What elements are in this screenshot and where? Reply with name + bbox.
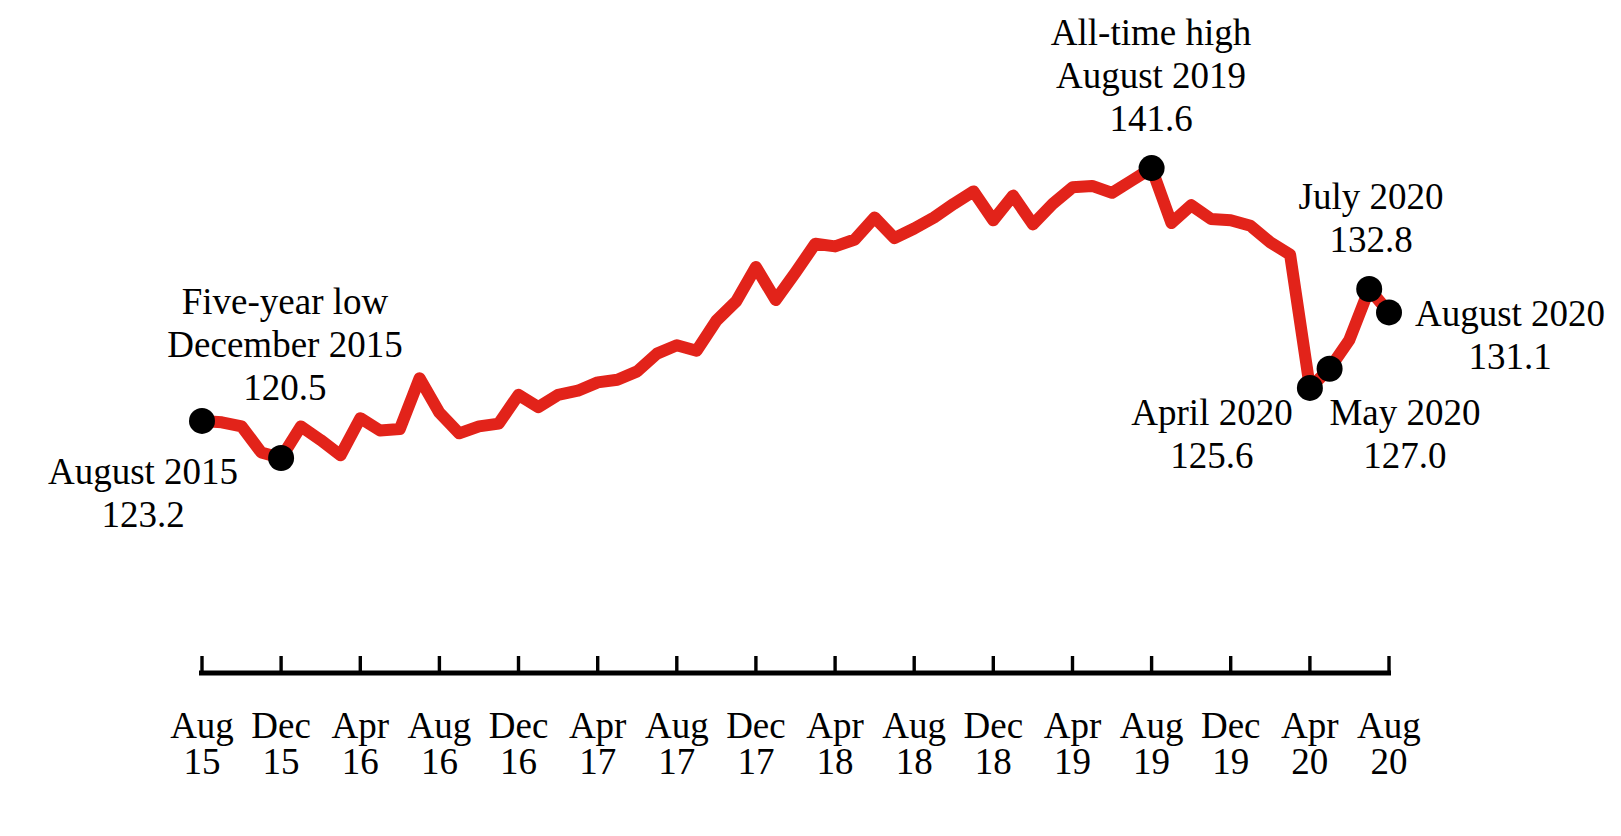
annotation-value: 127.0 xyxy=(1329,434,1480,477)
x-tick-label-line: 17 xyxy=(569,744,627,780)
x-tick-label-line: 16 xyxy=(331,744,389,780)
x-tick-label-line: Apr xyxy=(1044,708,1102,744)
x-tick-label: Apr19 xyxy=(1044,708,1102,780)
annotation-line: All-time high xyxy=(1051,11,1251,54)
x-tick-label-line: 17 xyxy=(645,744,709,780)
x-tick-label: Dec18 xyxy=(964,708,1024,780)
x-tick-label-line: Aug xyxy=(170,708,234,744)
x-tick-label-line: Aug xyxy=(408,708,472,744)
x-tick-label-line: Dec xyxy=(489,708,549,744)
x-tick-label-line: Apr xyxy=(1281,708,1339,744)
annotation-line: July 2020 xyxy=(1299,175,1444,218)
annotation-value: 132.8 xyxy=(1299,218,1444,261)
x-tick-label-line: 19 xyxy=(1201,744,1261,780)
x-tick-label: Dec17 xyxy=(726,708,786,780)
x-tick-label: Apr20 xyxy=(1281,708,1339,780)
x-tick-label-line: Apr xyxy=(806,708,864,744)
x-tick-label-line: 19 xyxy=(1120,744,1184,780)
data-point-marker-may-2020 xyxy=(1317,356,1343,382)
x-tick-label-line: 15 xyxy=(251,744,311,780)
x-tick-label-line: Apr xyxy=(331,708,389,744)
annotation-april-2020: April 2020 125.6 xyxy=(1131,391,1292,477)
annotation-line: April 2020 xyxy=(1131,391,1292,434)
x-tick-label: Apr17 xyxy=(569,708,627,780)
x-tick-label-line: Aug xyxy=(882,708,946,744)
x-tick-label-line: 16 xyxy=(489,744,549,780)
data-point-marker-dec-2015 xyxy=(268,445,294,471)
x-tick-label: Apr18 xyxy=(806,708,864,780)
annotation-line: May 2020 xyxy=(1329,391,1480,434)
x-tick-label-line: Dec xyxy=(964,708,1024,744)
annotation-line: August 2015 xyxy=(48,450,238,493)
x-tick-label-line: 20 xyxy=(1281,744,1339,780)
x-tick-label: Aug18 xyxy=(882,708,946,780)
data-point-marker-aug-2015 xyxy=(189,408,215,434)
x-tick-label-line: 19 xyxy=(1044,744,1102,780)
x-tick-label-line: 15 xyxy=(170,744,234,780)
annotation-value: 123.2 xyxy=(48,493,238,536)
x-tick-label: Aug15 xyxy=(170,708,234,780)
x-tick-label: Aug19 xyxy=(1120,708,1184,780)
annotation-line: August 2019 xyxy=(1051,54,1251,97)
annotation-value: 125.6 xyxy=(1131,434,1292,477)
annotation-value: 141.6 xyxy=(1051,97,1251,140)
annotation-line: December 2015 xyxy=(167,323,402,366)
x-tick-label: Aug20 xyxy=(1357,708,1421,780)
x-tick-label-line: Aug xyxy=(645,708,709,744)
data-point-marker-jul-2020 xyxy=(1356,276,1382,302)
x-tick-label-line: 20 xyxy=(1357,744,1421,780)
annotation-value: 131.1 xyxy=(1415,335,1605,378)
x-tick-label-line: 17 xyxy=(726,744,786,780)
annotation-line: August 2020 xyxy=(1415,292,1605,335)
x-tick-label-line: Dec xyxy=(251,708,311,744)
x-tick-label-line: Apr xyxy=(569,708,627,744)
x-tick-label: Aug17 xyxy=(645,708,709,780)
annotation-may-2020: May 2020 127.0 xyxy=(1329,391,1480,477)
x-tick-label-line: 16 xyxy=(408,744,472,780)
annotation-august-2020: August 2020 131.1 xyxy=(1415,292,1605,378)
data-point-marker-aug-2019 xyxy=(1139,155,1165,181)
line-chart-figure: August 2015 123.2 Five-year low December… xyxy=(0,0,1621,836)
x-tick-label-line: Dec xyxy=(726,708,786,744)
annotation-value: 120.5 xyxy=(167,366,402,409)
annotation-july-2020: July 2020 132.8 xyxy=(1299,175,1444,261)
annotation-line: Five-year low xyxy=(167,280,402,323)
x-tick-label: Apr16 xyxy=(331,708,389,780)
annotation-all-time-high: All-time high August 2019 141.6 xyxy=(1051,11,1251,140)
x-tick-label-line: Dec xyxy=(1201,708,1261,744)
x-tick-label: Aug16 xyxy=(408,708,472,780)
data-point-marker-aug-2020 xyxy=(1376,299,1402,325)
annotation-august-2015: August 2015 123.2 xyxy=(48,450,238,536)
x-tick-label: Dec15 xyxy=(251,708,311,780)
x-tick-label-line: 18 xyxy=(964,744,1024,780)
annotation-five-year-low: Five-year low December 2015 120.5 xyxy=(167,280,402,409)
x-tick-label-line: Aug xyxy=(1357,708,1421,744)
x-tick-label-line: 18 xyxy=(882,744,946,780)
data-point-marker-apr-2020 xyxy=(1297,375,1323,401)
x-tick-label-line: 18 xyxy=(806,744,864,780)
x-tick-label: Dec19 xyxy=(1201,708,1261,780)
x-tick-label-line: Aug xyxy=(1120,708,1184,744)
x-tick-label: Dec16 xyxy=(489,708,549,780)
